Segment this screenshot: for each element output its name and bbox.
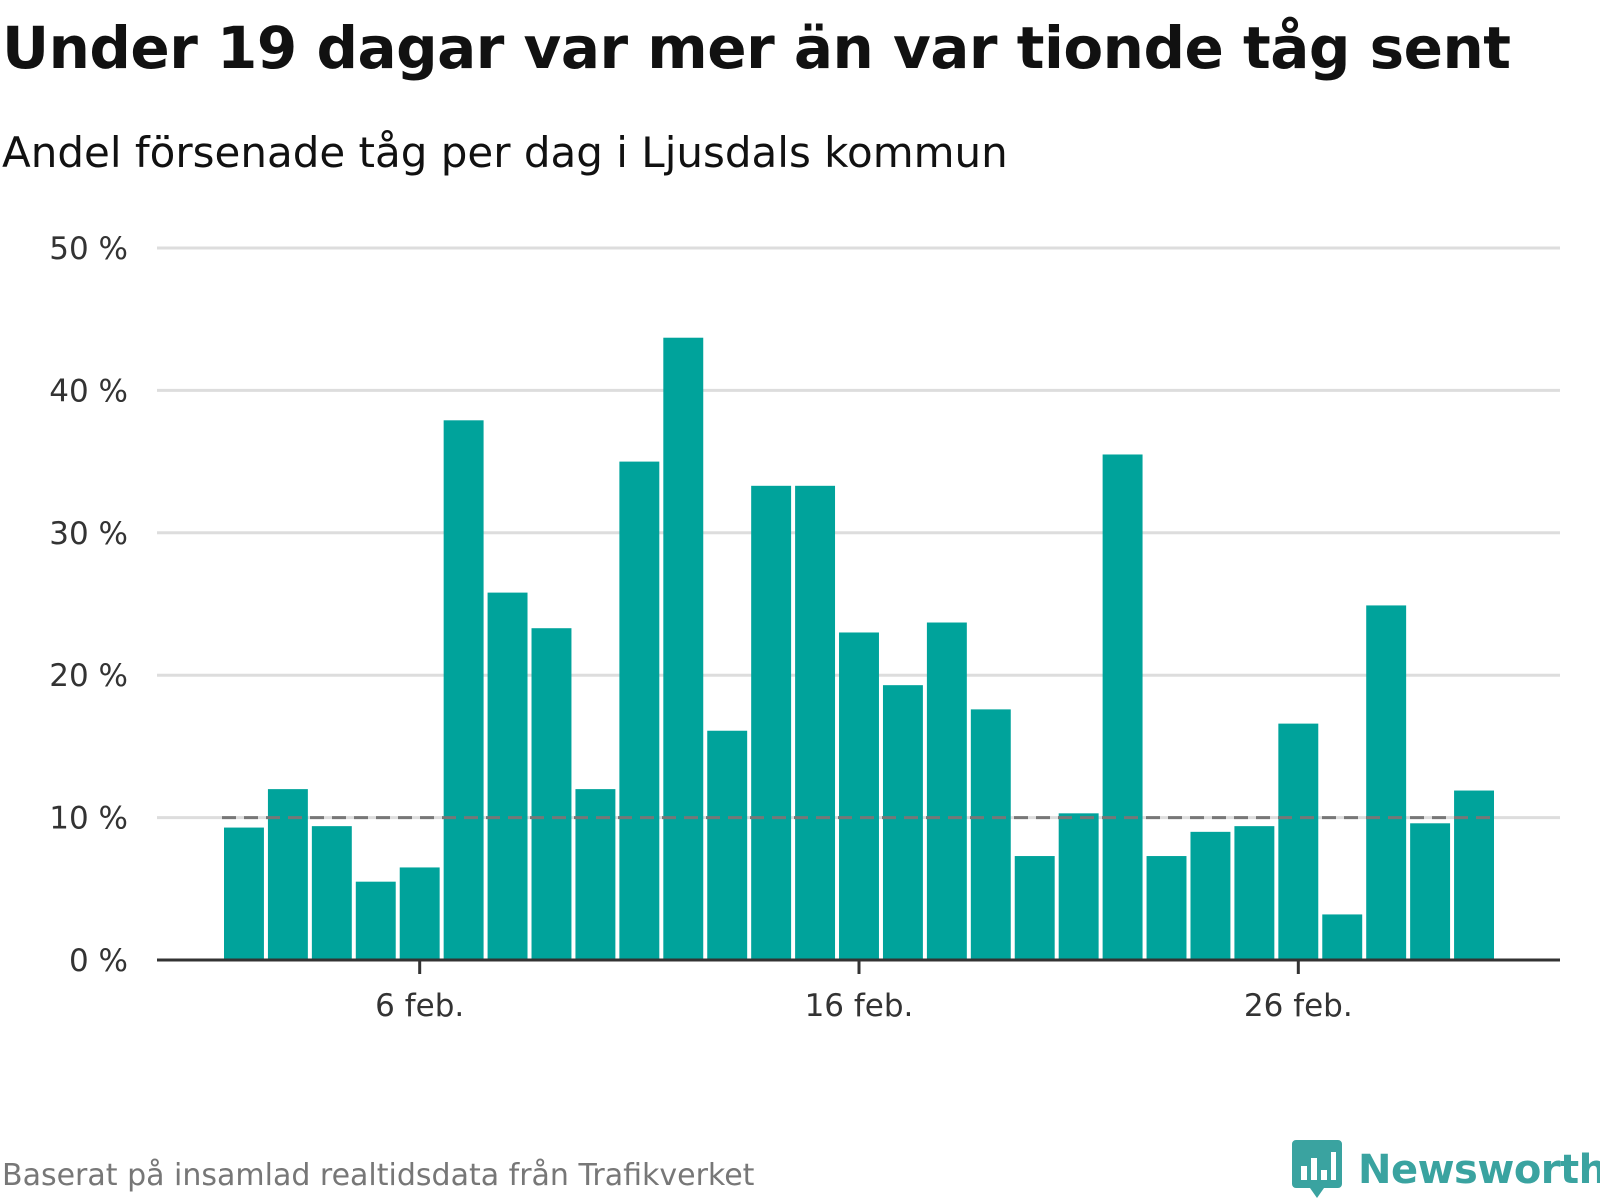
chart-subtitle: Andel försenade tåg per dag i Ljusdals k…: [2, 128, 1008, 177]
source-note: Baserat på insamlad realtidsdata från Tr…: [2, 1158, 755, 1193]
bar: [1410, 823, 1451, 960]
bar: [224, 827, 264, 960]
brand-name: Newsworthy: [1358, 1147, 1600, 1193]
bar: [926, 622, 967, 960]
bar: [311, 826, 352, 960]
bar: [575, 789, 616, 960]
bars: [224, 337, 1494, 961]
y-tick-label: 30 %: [49, 516, 128, 552]
bar: [882, 685, 923, 960]
bar: [1322, 914, 1363, 960]
bar: [1014, 856, 1055, 960]
bar: [443, 420, 484, 961]
bar: [1146, 856, 1187, 960]
y-tick-label: 10 %: [49, 801, 128, 837]
x-axis: [157, 958, 1560, 974]
bar: [751, 485, 792, 960]
bar: [707, 730, 748, 960]
bar: [487, 592, 528, 960]
y-tick-label: 40 %: [49, 373, 128, 409]
bar: [267, 789, 308, 960]
bar: [970, 709, 1011, 960]
bar: [531, 628, 572, 960]
bar-chart: 0 % 10 % 20 % 30 % 40 % 50 % 6 feb. 16 feb. 26 …: [49, 231, 1560, 1024]
x-axis-tick-labels: 6 feb. 16 feb. 26 feb.: [375, 988, 1353, 1024]
bar: [1278, 723, 1319, 960]
chart-title: Under 19 dagar var mer än var tionde tåg…: [2, 14, 1511, 82]
brand-logo: Newsworthy: [1292, 1140, 1600, 1200]
bar: [355, 881, 396, 960]
bar-chart-speech-bubble-icon: [1292, 1140, 1342, 1198]
x-tick-label: 26 feb.: [1244, 988, 1353, 1024]
bar: [1454, 790, 1494, 960]
y-axis-tick-labels: 0 % 10 % 20 % 30 % 40 % 50 %: [49, 231, 128, 979]
bar: [1234, 826, 1275, 960]
bar: [1190, 831, 1231, 960]
bar: [1102, 454, 1143, 960]
bar: [619, 461, 660, 960]
x-tick-label: 6 feb.: [375, 988, 464, 1024]
y-tick-label: 0 %: [69, 943, 128, 979]
y-tick-label: 20 %: [49, 658, 128, 694]
bar: [795, 485, 836, 960]
bar: [1366, 605, 1407, 960]
x-tick-label: 16 feb.: [805, 988, 914, 1024]
y-tick-label: 50 %: [49, 231, 128, 267]
bar: [839, 632, 879, 960]
bar: [399, 867, 440, 960]
bar: [663, 337, 704, 960]
bar: [1058, 813, 1099, 960]
